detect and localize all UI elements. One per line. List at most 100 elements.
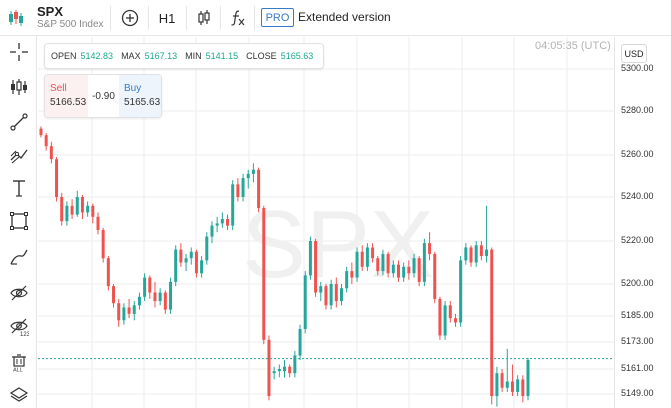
candle-body: [86, 205, 90, 213]
price-tick-label: 5220.00: [621, 235, 654, 245]
indicators-button[interactable]: [228, 6, 248, 30]
spread-value: -0.90: [92, 90, 115, 102]
buy-label: Buy: [124, 83, 142, 94]
toolbar-divider: [110, 6, 111, 30]
candle-body: [65, 205, 69, 222]
hide-drawings-icon: [9, 285, 28, 300]
candle-body: [210, 225, 214, 237]
candle-body: [272, 371, 276, 374]
drawing-toolbar: 123 ALL: [0, 36, 37, 408]
close-label: CLOSE: [246, 51, 277, 61]
add-symbol-button[interactable]: [118, 6, 142, 30]
layers-tool[interactable]: [4, 380, 33, 408]
toolbar-divider: [254, 6, 255, 30]
candle-body: [391, 264, 395, 274]
candle-body: [443, 305, 447, 336]
rectangle-tool[interactable]: [4, 206, 33, 235]
open-label: OPEN: [51, 51, 77, 61]
hide-indicators-tool[interactable]: 123: [4, 312, 33, 341]
candle-body: [329, 284, 333, 306]
candle-body: [112, 286, 116, 304]
text-icon: [12, 179, 25, 197]
indicators-icon: [10, 78, 27, 95]
candle-body: [334, 284, 338, 302]
time-readout: 04:05:35 (UTC): [535, 40, 611, 52]
price-tick-label: 5173.00: [621, 336, 654, 346]
candle-body: [96, 216, 100, 230]
candle-body: [474, 245, 478, 263]
symbol-name: S&P 500 Index: [37, 19, 104, 30]
buy-button[interactable]: Buy 5165.63: [119, 75, 161, 117]
watermark-text: SPX: [242, 191, 434, 298]
max-label: MAX: [121, 51, 141, 61]
candle-body: [417, 258, 421, 282]
chart-type-button[interactable]: [194, 6, 214, 30]
candle-body: [137, 296, 141, 306]
candle-body: [428, 243, 432, 254]
sell-price: 5166.53: [50, 97, 87, 108]
candle-body: [365, 247, 369, 267]
candle-body: [303, 275, 307, 329]
candle-body: [448, 305, 452, 319]
text-tool[interactable]: [4, 173, 33, 202]
sell-button[interactable]: Sell 5166.53: [45, 75, 88, 117]
candle-body: [174, 249, 178, 282]
currency-button[interactable]: USD: [621, 44, 647, 63]
ohlc-legend: OPEN 5142.83 MAX 5167.13 MIN 5141.15 CLO…: [44, 43, 325, 69]
trend-line-icon: [9, 112, 28, 131]
fib-tool[interactable]: [4, 140, 33, 169]
hide-drawings-tool[interactable]: [4, 278, 33, 307]
candle-body: [236, 184, 240, 197]
candle-body: [510, 381, 514, 392]
candle-body: [288, 366, 292, 374]
trade-widget: Sell 5166.53 -0.90 Buy 5165.63: [44, 74, 162, 118]
candle-body: [298, 329, 302, 356]
candle-body: [526, 360, 530, 397]
symbol-ticker[interactable]: SPX: [37, 4, 64, 19]
candle-body: [194, 251, 198, 274]
toolbar-divider: [186, 6, 187, 30]
candle-body: [376, 258, 380, 272]
price-chart[interactable]: SPX: [38, 37, 614, 408]
price-scale[interactable]: 5300.00 5280.00 5260.00 5240.00 5220.00 5200.…: [614, 37, 671, 408]
brush-tool[interactable]: [4, 242, 33, 271]
candle-body: [132, 305, 136, 314]
candle-body: [339, 288, 343, 302]
candle-body: [251, 169, 255, 174]
top-toolbar: SPX S&P 500 Index H1 PRO Extended versio…: [0, 0, 671, 36]
candle-body: [516, 379, 520, 392]
candle-body: [500, 373, 504, 388]
delete-all-tool[interactable]: ALL: [4, 347, 33, 376]
candle-body: [158, 292, 162, 302]
rectangle-icon: [9, 211, 28, 230]
price-tick-label: 5161.00: [621, 363, 654, 373]
crosshair-tool[interactable]: [4, 37, 33, 66]
candle-body: [205, 236, 209, 261]
candle-body: [246, 173, 250, 179]
candle-body: [469, 247, 473, 263]
price-tick-label: 5300.00: [621, 63, 654, 73]
candle-body: [495, 373, 499, 397]
candle-body: [91, 205, 95, 217]
sell-label: Sell: [50, 83, 67, 94]
candle-body: [55, 159, 59, 197]
function-icon: [231, 10, 245, 26]
trend-line-tool[interactable]: [4, 107, 33, 136]
candle-body: [215, 223, 219, 226]
price-tick-label: 5200.00: [621, 278, 654, 288]
brush-icon: [9, 249, 28, 265]
extended-version-link[interactable]: Extended version: [298, 10, 391, 24]
buy-price: 5165.63: [124, 97, 161, 108]
candlestick-icon: [198, 10, 210, 25]
candle-body: [459, 260, 463, 323]
candle-body: [127, 307, 131, 314]
candle-body: [293, 355, 297, 374]
candle-body: [241, 178, 245, 197]
candle-body: [277, 369, 281, 372]
hide-indicators-icon: 123: [9, 318, 29, 337]
candle-body: [345, 271, 349, 289]
open-value: 5142.83: [80, 51, 114, 61]
indicators-tool[interactable]: [4, 72, 33, 101]
pro-badge[interactable]: PRO: [261, 8, 294, 27]
timeframe-button[interactable]: H1: [158, 10, 176, 26]
